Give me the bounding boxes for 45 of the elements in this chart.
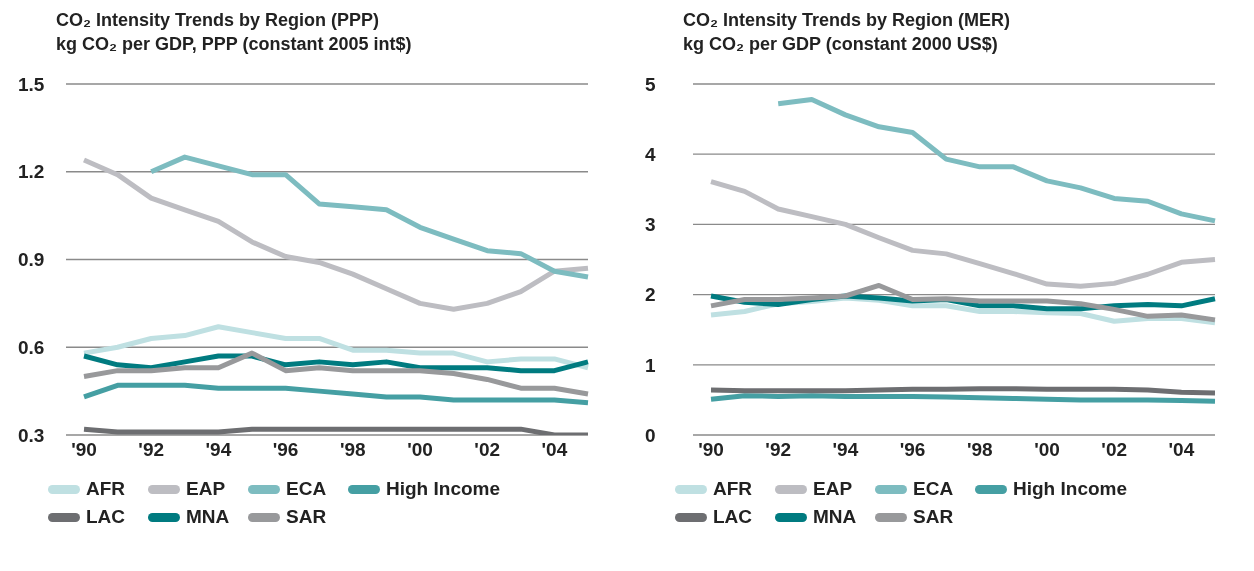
x-tick-label: '96: [272, 439, 299, 461]
x-tick-label: '02: [474, 439, 501, 461]
y-tick-label: 0.6: [18, 336, 45, 358]
x-tick-label: '00: [1034, 439, 1060, 461]
x-tick-label: '04: [1168, 439, 1195, 461]
legend-label: MNA: [186, 506, 230, 528]
chart-subtitle: kg CO₂ per GDP, PPP (constant 2005 int$): [56, 33, 413, 56]
x-tick-label: '92: [765, 439, 792, 461]
y-tick-label: 4: [645, 143, 656, 165]
x-tick-label: '90: [71, 439, 97, 461]
legend-label: LAC: [86, 506, 126, 528]
x-tick-label: '94: [205, 439, 232, 461]
y-tick-label: 1.2: [18, 161, 45, 183]
x-tick-label: '04: [541, 439, 568, 461]
chart-title: CO₂ Intensity Trends by Region (PPP): [56, 9, 381, 32]
chart-title: CO₂ Intensity Trends by Region (MER): [683, 9, 1012, 32]
legend-label: SAR: [286, 506, 327, 528]
legend-label: SAR: [913, 506, 954, 528]
legend-label: EAP: [186, 478, 226, 500]
x-tick-label: '98: [339, 439, 366, 461]
y-tick-label: 1: [645, 354, 656, 376]
x-tick-label: '92: [138, 439, 165, 461]
legend-label: LAC: [713, 506, 753, 528]
x-tick-label: '02: [1101, 439, 1128, 461]
legend-label: MNA: [813, 506, 857, 528]
legend-label: High Income: [1013, 478, 1128, 500]
y-tick-label: 0: [645, 424, 656, 446]
y-tick-label: 0.9: [18, 249, 45, 271]
legend-label: AFR: [86, 478, 126, 500]
chart-subtitle: kg CO₂ per GDP (constant 2000 US$): [683, 33, 999, 56]
x-tick-label: '90: [698, 439, 724, 461]
legend-label: ECA: [913, 478, 954, 500]
x-tick-label: '94: [832, 439, 859, 461]
legend-label: ECA: [286, 478, 327, 500]
y-tick-label: 1.5: [18, 73, 45, 95]
y-tick-label: 3: [645, 214, 656, 236]
x-tick-label: '00: [407, 439, 433, 461]
x-tick-label: '98: [966, 439, 993, 461]
legend-label: AFR: [713, 478, 753, 500]
y-tick-label: 0.3: [18, 424, 45, 446]
legend-label: EAP: [813, 478, 853, 500]
y-tick-label: 2: [645, 284, 656, 306]
legend-label: High Income: [386, 478, 501, 500]
x-tick-label: '96: [899, 439, 926, 461]
y-tick-label: 5: [645, 73, 656, 95]
